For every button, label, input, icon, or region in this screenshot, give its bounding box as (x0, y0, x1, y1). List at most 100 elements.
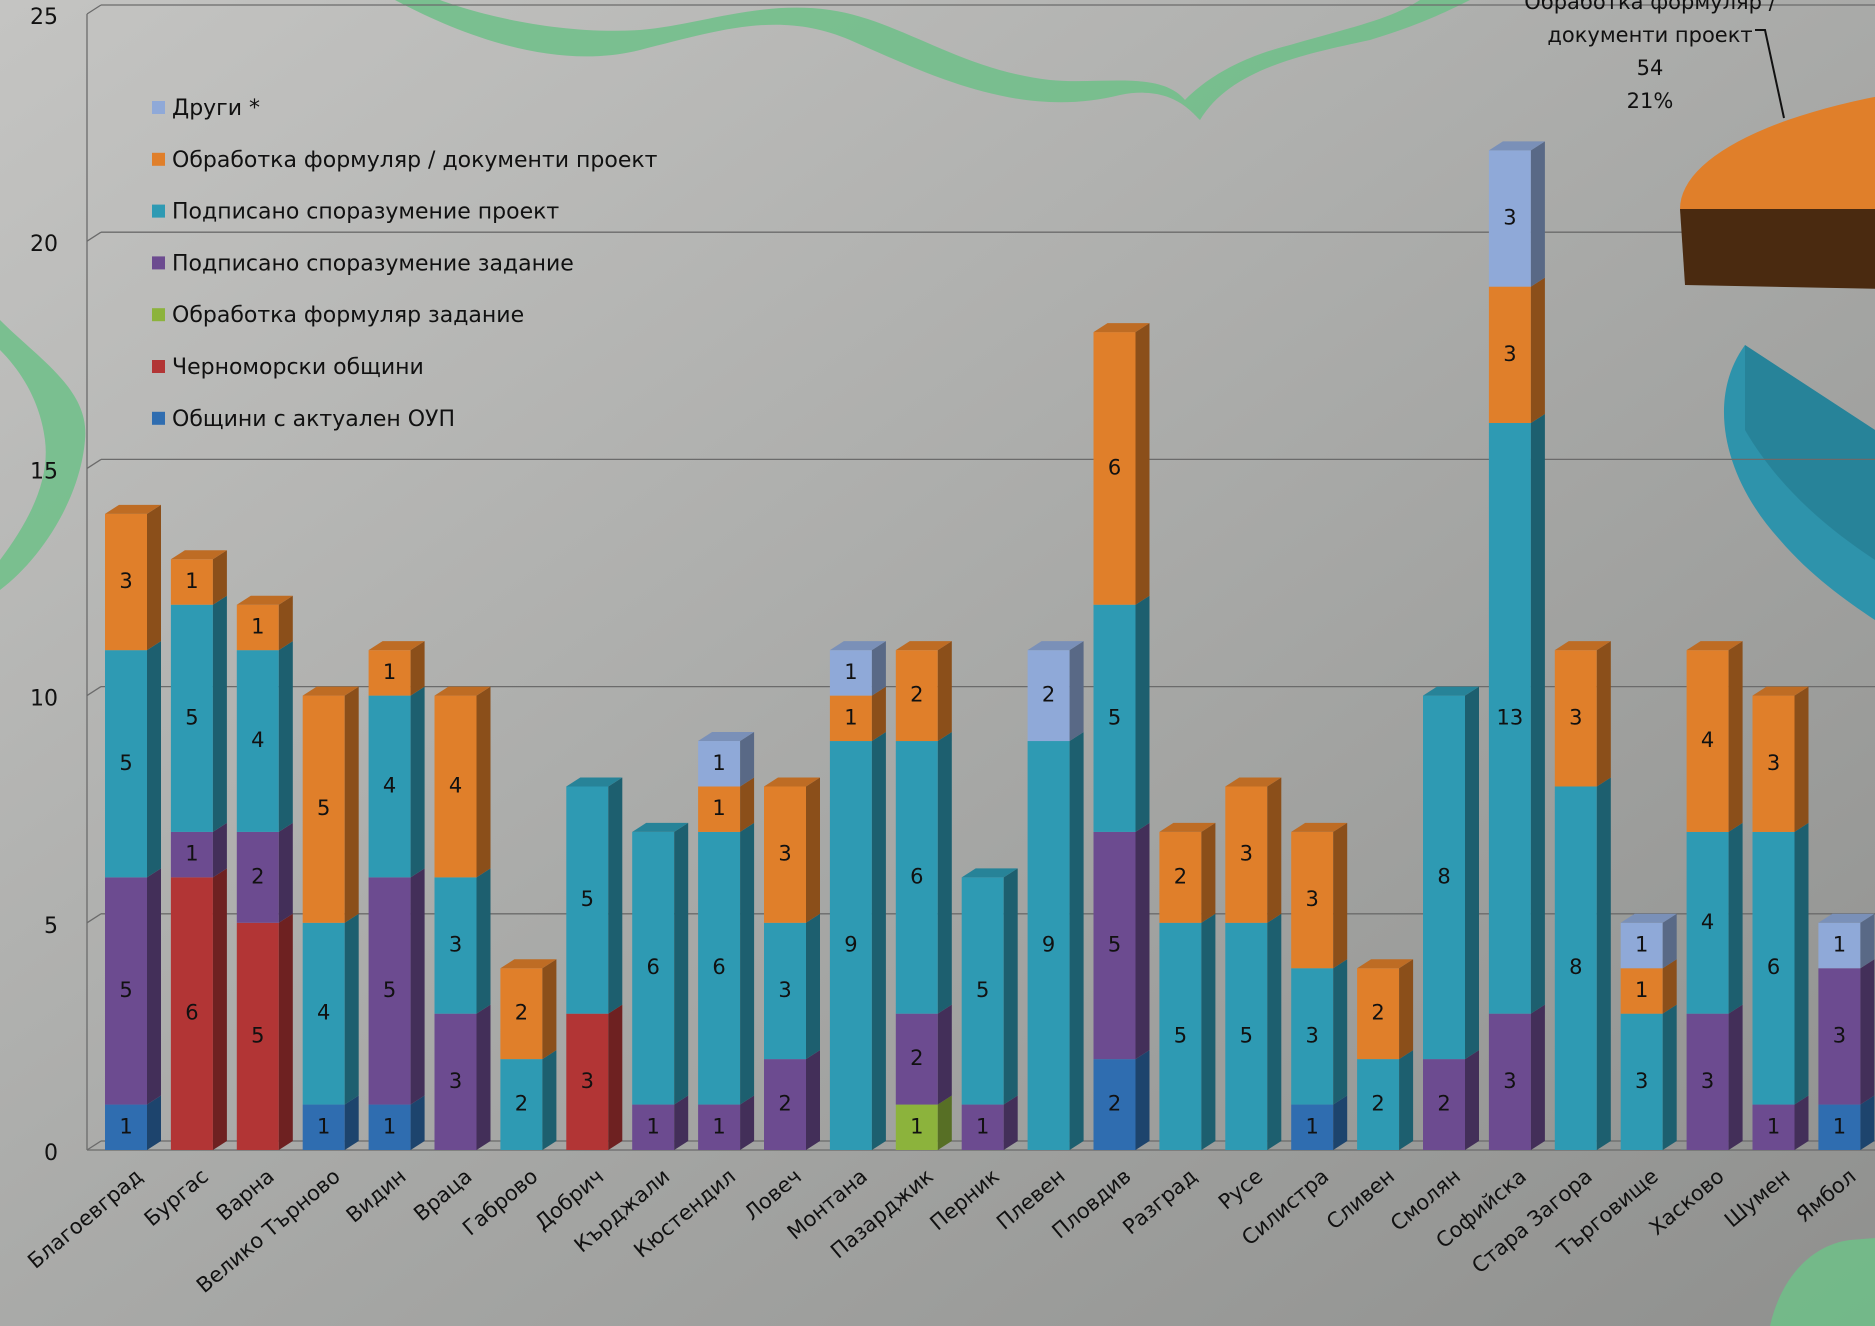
data-label: 1 (844, 660, 857, 684)
legend-swatch (152, 205, 165, 218)
bar-side (740, 1096, 754, 1150)
bar-side (938, 1096, 952, 1150)
y-tick-label: 15 (30, 459, 58, 484)
data-label: 3 (1569, 705, 1582, 729)
data-label: 5 (185, 705, 198, 729)
bar-side (872, 687, 886, 741)
bar-side (345, 687, 359, 923)
pie-category: Обработка формуляр / документи проект (1490, 0, 1810, 52)
data-label: 1 (1833, 933, 1846, 957)
bar-side (1070, 641, 1084, 741)
data-label: 9 (844, 933, 857, 957)
bar-side (1531, 141, 1545, 286)
data-label: 6 (647, 955, 660, 979)
pie-label: Обработка формуляр / документи проект 54… (1490, 0, 1810, 118)
bar-side (938, 1005, 952, 1105)
data-label: 5 (976, 978, 989, 1002)
bar-side (1267, 914, 1281, 1150)
bar-side (938, 732, 952, 1014)
bar-side (1333, 959, 1347, 1104)
bar-side (872, 641, 886, 695)
data-label: 1 (383, 660, 396, 684)
bar-side (279, 641, 293, 832)
data-label: 6 (1108, 455, 1121, 479)
data-label: 1 (712, 1114, 725, 1138)
bar-side (1399, 959, 1413, 1059)
bar-side (1201, 823, 1215, 923)
data-label: 1 (119, 1114, 132, 1138)
bar-side (147, 1096, 161, 1150)
bar-side (1795, 1096, 1809, 1150)
y-tick-label: 20 (30, 232, 58, 257)
bar-side (147, 505, 161, 650)
data-label: 2 (1437, 1092, 1450, 1116)
bar-side (674, 823, 688, 1105)
legend-label: Обработка формуляр задание (172, 303, 524, 328)
bar-side (1663, 1005, 1677, 1150)
data-label: 4 (383, 773, 396, 797)
data-label: 4 (317, 1001, 330, 1025)
bar-side (345, 1096, 359, 1150)
y-tick-label: 25 (30, 5, 58, 30)
bar-side (213, 823, 227, 877)
bar-side (279, 914, 293, 1150)
data-label: 3 (778, 842, 791, 866)
legend-swatch (152, 153, 165, 166)
data-label: 3 (1833, 1023, 1846, 1047)
data-label: 3 (1767, 751, 1780, 775)
bar-side (1136, 323, 1150, 605)
data-label: 5 (251, 1023, 264, 1047)
data-label: 3 (1503, 1069, 1516, 1093)
bar-side (477, 687, 491, 878)
data-label: 6 (712, 955, 725, 979)
legend-label: Обработка формуляр / документи проект (172, 148, 658, 173)
data-label: 1 (1635, 978, 1648, 1002)
bar-side (411, 1096, 425, 1150)
bar-side (147, 868, 161, 1104)
bar-side (1795, 687, 1809, 832)
data-label: 5 (581, 887, 594, 911)
bar-side (1267, 777, 1281, 922)
data-label: 3 (1503, 342, 1516, 366)
bar-side (1597, 777, 1611, 1150)
bar-side (938, 641, 952, 741)
data-label: 1 (383, 1114, 396, 1138)
data-label: 5 (317, 796, 330, 820)
data-label: 5 (1174, 1023, 1187, 1047)
data-label: 5 (1108, 933, 1121, 957)
data-label: 2 (515, 1092, 528, 1116)
bar-side (477, 868, 491, 1013)
bar-side (542, 1050, 556, 1150)
bar-side (608, 1005, 622, 1150)
data-label: 2 (1174, 864, 1187, 888)
bar-side (1465, 1050, 1479, 1150)
data-label: 3 (119, 569, 132, 593)
bar-side (1136, 823, 1150, 1059)
bar-side (411, 641, 425, 695)
bar-side (806, 914, 820, 1059)
page: 05101520251553Благоевград6151Бургас5241В… (0, 0, 1875, 1326)
bar-side (674, 1096, 688, 1150)
data-label: 6 (185, 1001, 198, 1025)
data-label: 3 (449, 1069, 462, 1093)
pie-percent: 21% (1490, 85, 1810, 118)
bar-side (213, 550, 227, 604)
data-label: 1 (251, 614, 264, 638)
legend-swatch (152, 412, 165, 425)
data-label: 1 (976, 1114, 989, 1138)
bar-side (411, 687, 425, 878)
chart: 05101520251553Благоевград6151Бургас5241В… (0, 0, 1875, 1326)
bar-side (1729, 823, 1743, 1014)
data-label: 1 (712, 796, 725, 820)
bar-side (806, 1050, 820, 1150)
data-label: 2 (1371, 1092, 1384, 1116)
bar-side (1070, 732, 1084, 1150)
bar-side (740, 732, 754, 786)
bar-side (1201, 914, 1215, 1150)
bar-side (1663, 914, 1677, 968)
data-label: 2 (251, 864, 264, 888)
data-label: 3 (581, 1069, 594, 1093)
data-label: 4 (251, 728, 264, 752)
data-label: 4 (1701, 728, 1714, 752)
data-label: 1 (910, 1114, 923, 1138)
